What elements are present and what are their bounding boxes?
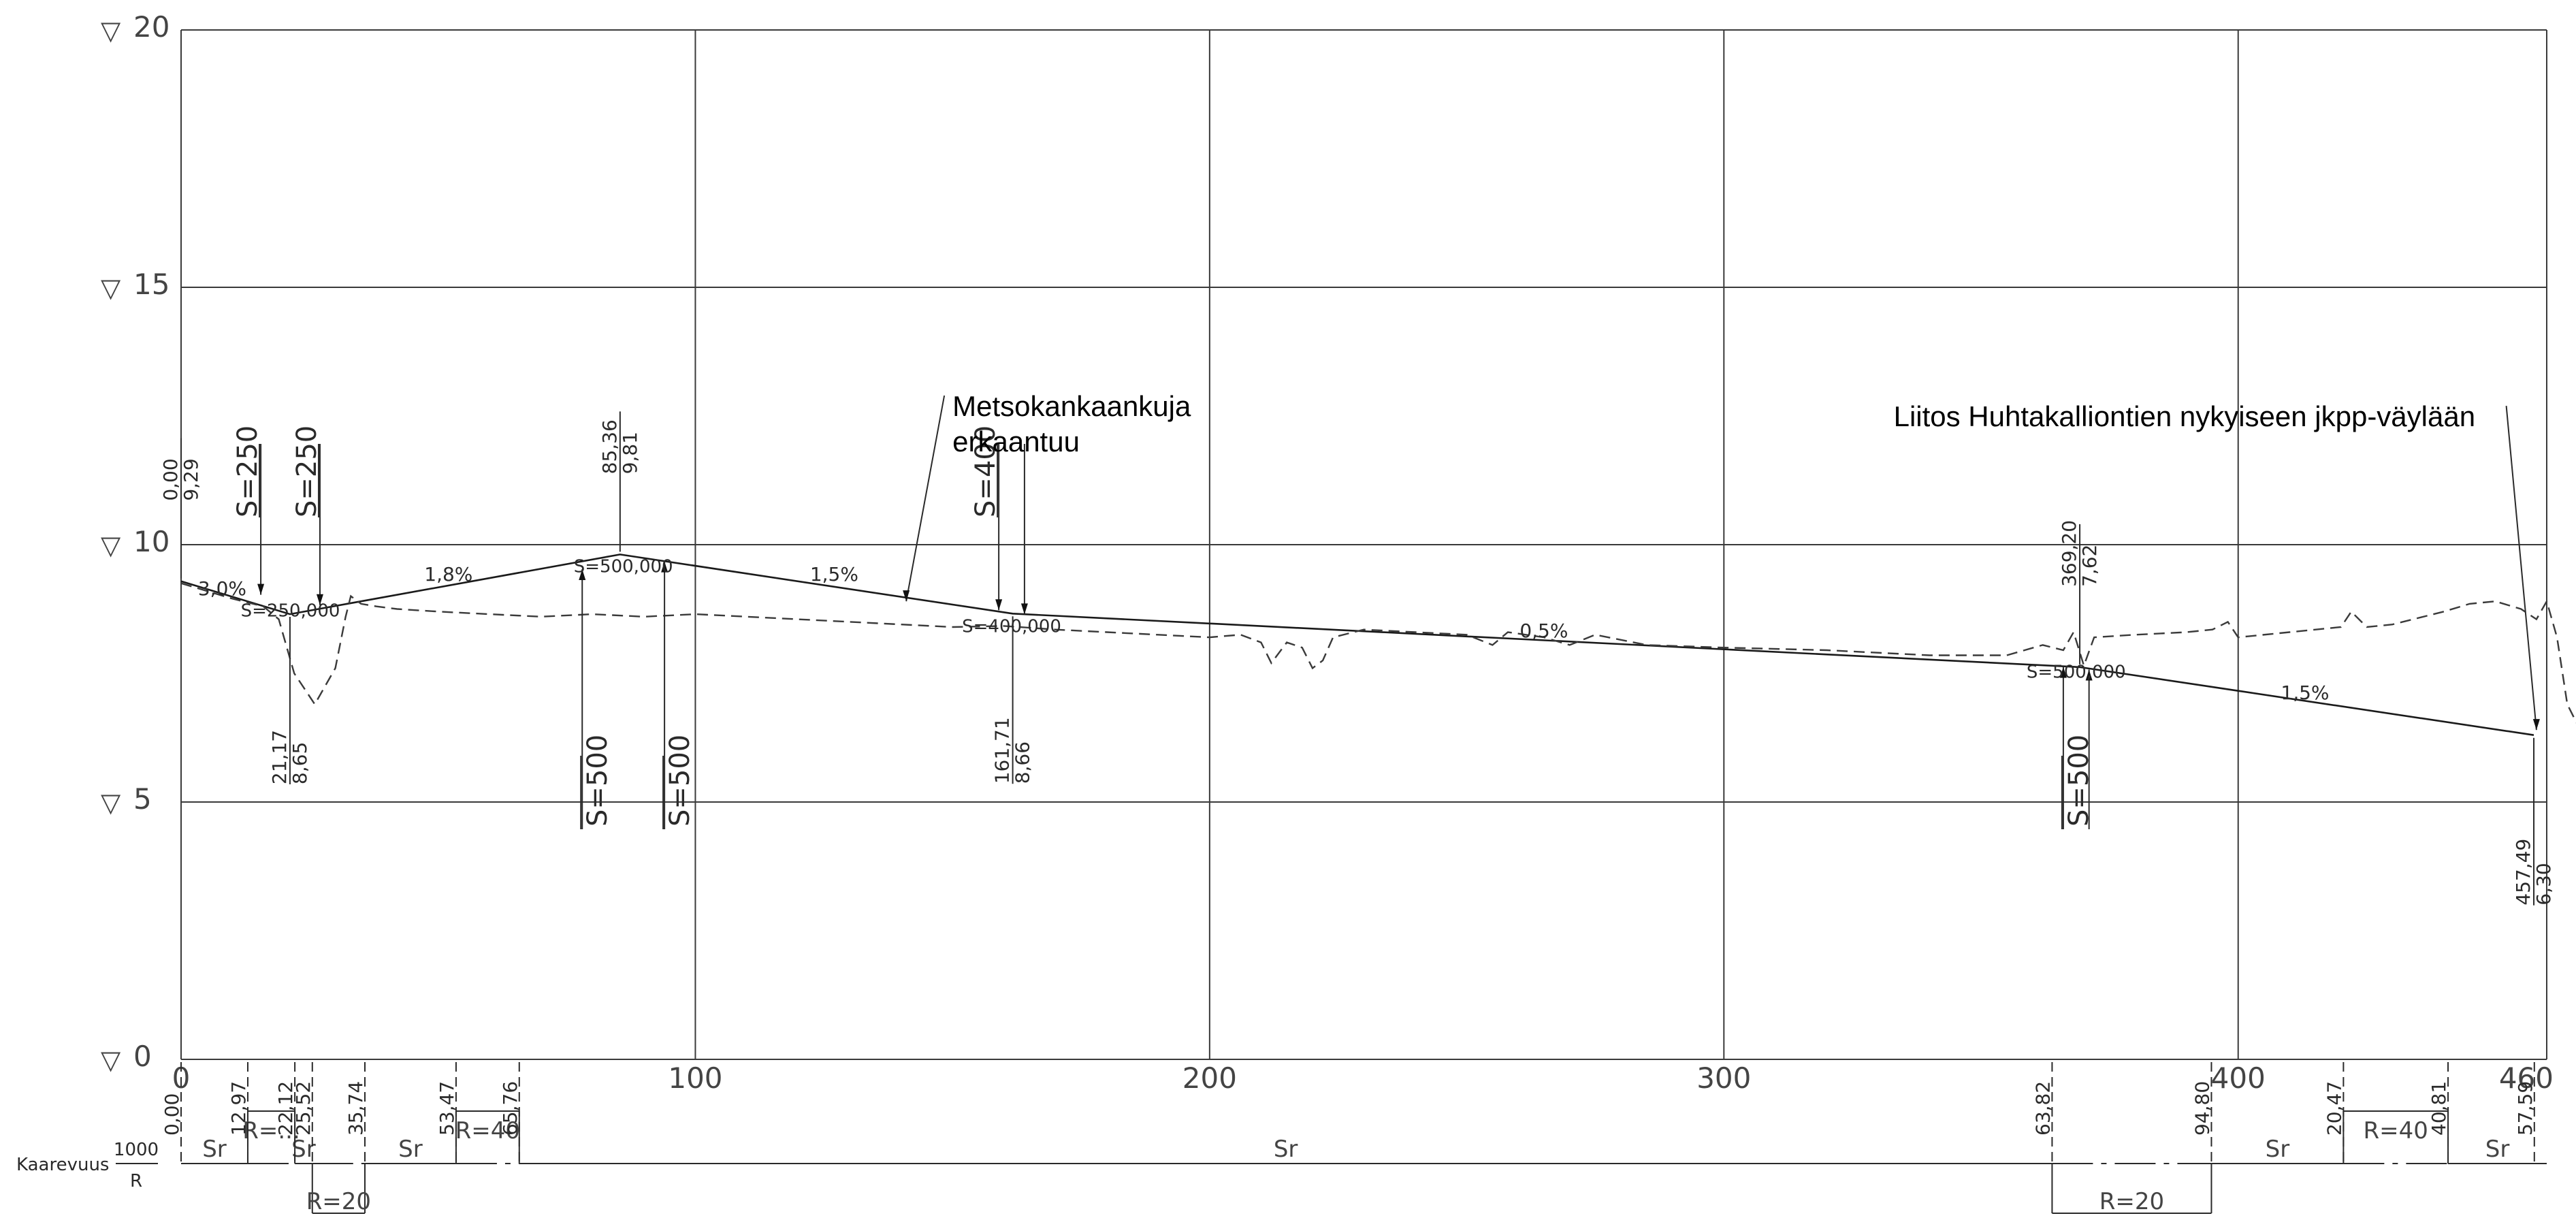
curvature-boundary-label: 0,00 xyxy=(161,1093,183,1136)
curvature-segment-label: R=20 xyxy=(2099,1188,2164,1215)
y-tick-label: 5 xyxy=(133,782,152,816)
x-tick-label: 200 xyxy=(1182,1061,1237,1095)
station-tag-elevation: 8,66 xyxy=(1012,741,1034,784)
curve-parameter-label: S=500 xyxy=(2063,735,2095,827)
curvature-segment-label: R=20 xyxy=(306,1188,371,1215)
existing-ground-line xyxy=(180,582,2576,724)
station-tag-label: 457,49 xyxy=(2512,839,2534,906)
station-tag-elevation: 7,62 xyxy=(2078,545,2101,587)
elevation-level-symbol: ▽ xyxy=(101,273,121,303)
curve-radius-label: S=500,000 xyxy=(2027,662,2126,683)
curve-parameter-label: S=250 xyxy=(232,426,263,517)
curvature-boundary-label: 53,47 xyxy=(436,1081,458,1136)
station-tag-elevation: 9,81 xyxy=(619,432,641,474)
curve-marker-arrow xyxy=(1020,603,1028,615)
curvature-boundary-label: 94,80 xyxy=(2191,1081,2213,1136)
elevation-level-symbol: ▽ xyxy=(101,788,121,818)
annotation-text: Liitos Huhtakalliontien nykyiseen jkpp-v… xyxy=(1894,400,2475,432)
curvature-segment-label: Sr xyxy=(2485,1136,2510,1163)
curve-marker-arrow xyxy=(2059,667,2067,678)
curve-marker-arrow xyxy=(579,569,586,581)
curvature-segment-label: Sr xyxy=(1274,1136,1298,1163)
grade-labels: 3,0% 1,8% 1,5% 0,5% 1,5% xyxy=(198,563,2330,704)
station-tag-elevation: 9,29 xyxy=(180,458,202,500)
elevation-level-symbol: ▽ xyxy=(101,1045,121,1075)
x-tick-label: 100 xyxy=(668,1061,722,1095)
curve-marker-arrow xyxy=(661,561,669,573)
curve-parameter-label: S=500 xyxy=(664,735,696,827)
y-tick-label: 10 xyxy=(133,525,170,558)
x-tick-label: 300 xyxy=(1696,1061,1751,1095)
curvature-boundary-label: 20,47 xyxy=(2323,1081,2345,1136)
curve-marker-arrow xyxy=(257,583,265,595)
curve-parameter-label: S=400 xyxy=(970,426,1001,517)
station-tag-label: 369,20 xyxy=(2058,520,2080,587)
curvature-segment-label: Sr xyxy=(2266,1136,2290,1163)
grade-percent-label: 3,0% xyxy=(198,577,246,600)
curvature-segment-label: R=40 xyxy=(2364,1117,2428,1144)
profile-grid xyxy=(180,29,2547,1060)
grade-percent-label: 1,5% xyxy=(810,563,858,586)
station-tag-label: 21,17 xyxy=(268,730,291,784)
grade-percent-label: 0,5% xyxy=(1519,620,1568,642)
curvature-boundary-label: 12,97 xyxy=(227,1081,250,1136)
curve-parameter-label: S=250 xyxy=(291,426,323,517)
curvature-segment-label: R=40 xyxy=(455,1117,520,1144)
station-tag-label: 0,00 xyxy=(159,458,182,500)
annotation-leader-tick xyxy=(903,590,910,602)
elevation-level-symbol: ▽ xyxy=(101,16,121,46)
annotation-leader-line xyxy=(905,395,946,602)
curvature-segment-label: Sr xyxy=(202,1136,227,1163)
curvature-segment-label: R=... xyxy=(242,1117,300,1144)
elevation-level-symbol: ▽ xyxy=(101,530,121,560)
curvature-band-title: Kaarevuus xyxy=(16,1155,109,1175)
curvature-boundary-label: 25,52 xyxy=(292,1081,315,1136)
y-tick-label: 15 xyxy=(133,268,170,301)
curve-marker-arrow xyxy=(316,594,323,605)
x-tick-label: 400 xyxy=(2211,1061,2266,1095)
curvature-boundary-label: 57,59 xyxy=(2514,1081,2537,1136)
curvature-boundary-label: 63,82 xyxy=(2031,1081,2054,1136)
curvature-scale-bottom: R xyxy=(130,1171,142,1191)
y-tick-label: 0 xyxy=(133,1040,152,1073)
annotation-leader-line xyxy=(2505,406,2537,731)
curvature-segment-label: Sr xyxy=(398,1136,423,1163)
station-tag-elevation: 6,30 xyxy=(2532,863,2555,905)
annotation-leader-tick xyxy=(2532,719,2540,731)
profile-lines xyxy=(180,554,2576,736)
curvature-scale-top: 1000 xyxy=(114,1140,159,1160)
curve-radius-label: S=400,000 xyxy=(962,616,1061,637)
grade-percent-label: 1,8% xyxy=(424,563,472,586)
annotation-text: Metsokankaankuja xyxy=(952,390,1191,422)
curve-marker-arrow xyxy=(2085,669,2093,681)
station-tag-label: 161,71 xyxy=(991,717,1014,784)
y-tick-label: 20 xyxy=(133,10,170,44)
curvature-boundary-label: 40,81 xyxy=(2428,1081,2450,1136)
annotation-text: erkaantuu xyxy=(952,426,1080,458)
station-tags: 0,009,29 21,178,65 85,369,81 161,718,66 369,… xyxy=(159,411,2555,906)
curve-radius-label: S=500,000 xyxy=(574,557,673,577)
curve-marker-arrow xyxy=(995,599,1003,611)
grade-percent-label: 1,5% xyxy=(2281,682,2329,704)
station-tag-label: 85,36 xyxy=(598,419,621,474)
curve-parameter-label: S=500 xyxy=(582,735,613,827)
design-grade-line xyxy=(180,554,2534,736)
annotations: Metsokankaankuja erkaantuu Liitos Huhtakal… xyxy=(903,390,2540,731)
x-tick-label: 460 xyxy=(2499,1061,2554,1095)
station-tag-elevation: 8,65 xyxy=(289,742,311,784)
curvature-boundary-label: 22,12 xyxy=(274,1081,297,1136)
curvature-boundary-label: 65,76 xyxy=(499,1081,521,1136)
curvature-boundary-label: 35,74 xyxy=(344,1081,367,1136)
axis-labels: ▽ 0▽ 5▽ 10▽ 15▽ 200 100 200 300 400 460 xyxy=(101,10,2554,1095)
